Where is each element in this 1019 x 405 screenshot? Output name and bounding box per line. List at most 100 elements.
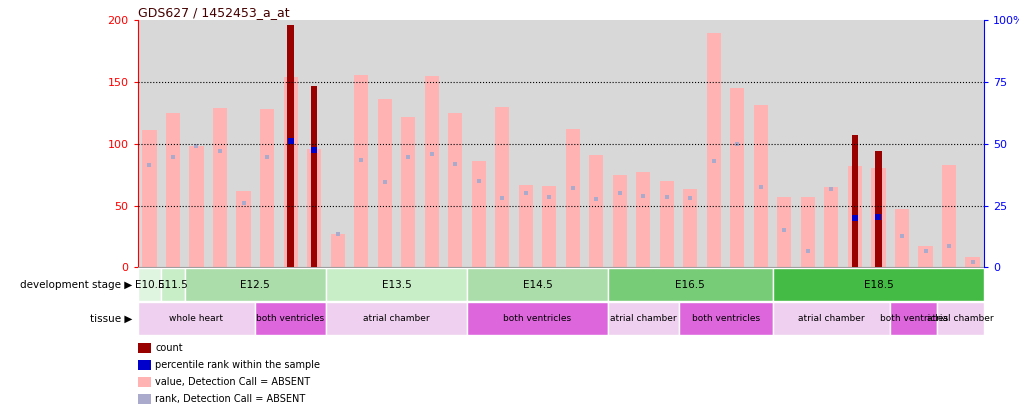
Bar bbox=[161, 268, 184, 301]
Bar bbox=[936, 303, 983, 335]
Text: E13.5: E13.5 bbox=[381, 279, 411, 290]
Bar bbox=[190, 146, 204, 267]
Bar bbox=[772, 303, 890, 335]
Bar bbox=[143, 130, 156, 267]
Text: E10.5: E10.5 bbox=[135, 279, 164, 290]
Bar bbox=[612, 175, 627, 267]
Bar bbox=[874, 151, 880, 267]
Bar bbox=[537, 20, 560, 267]
Text: E11.5: E11.5 bbox=[158, 279, 187, 290]
Bar bbox=[302, 20, 325, 267]
Bar bbox=[467, 303, 607, 335]
Bar bbox=[494, 107, 508, 267]
Bar bbox=[800, 197, 814, 267]
Text: E14.5: E14.5 bbox=[522, 279, 552, 290]
Text: GDS627 / 1452453_a_at: GDS627 / 1452453_a_at bbox=[138, 6, 289, 19]
Bar bbox=[796, 20, 819, 267]
Bar bbox=[607, 20, 631, 267]
Bar bbox=[942, 165, 955, 267]
Text: atrial chamber: atrial chamber bbox=[926, 314, 994, 324]
Bar bbox=[589, 155, 602, 267]
Bar bbox=[851, 135, 857, 267]
Bar bbox=[725, 20, 748, 267]
Bar bbox=[325, 20, 348, 267]
Bar bbox=[772, 20, 796, 267]
Bar bbox=[443, 20, 467, 267]
Bar bbox=[373, 20, 396, 267]
Bar bbox=[138, 20, 161, 267]
Bar bbox=[965, 258, 978, 267]
Bar bbox=[330, 234, 344, 267]
Bar bbox=[518, 185, 532, 267]
Text: both ventricles: both ventricles bbox=[691, 314, 759, 324]
Bar bbox=[654, 20, 678, 267]
Bar bbox=[566, 129, 579, 267]
Bar bbox=[283, 77, 298, 267]
Bar bbox=[678, 20, 701, 267]
Bar bbox=[213, 108, 227, 267]
Bar bbox=[659, 181, 674, 267]
Text: atrial chamber: atrial chamber bbox=[609, 314, 676, 324]
Bar bbox=[278, 20, 302, 267]
Bar bbox=[866, 20, 890, 267]
Bar bbox=[184, 20, 208, 267]
Bar bbox=[236, 191, 251, 267]
Bar bbox=[753, 105, 767, 267]
Bar bbox=[913, 20, 936, 267]
Text: E16.5: E16.5 bbox=[675, 279, 704, 290]
Bar bbox=[631, 20, 654, 267]
Bar bbox=[706, 32, 720, 267]
Bar bbox=[960, 20, 983, 267]
Bar bbox=[184, 268, 325, 301]
Bar bbox=[542, 186, 555, 267]
Bar bbox=[166, 113, 180, 267]
Bar bbox=[890, 303, 936, 335]
Bar bbox=[560, 20, 584, 267]
Bar bbox=[420, 20, 443, 267]
Bar bbox=[636, 172, 650, 267]
Bar bbox=[823, 187, 838, 267]
Bar bbox=[607, 268, 772, 301]
Bar bbox=[776, 197, 791, 267]
Bar bbox=[514, 20, 537, 267]
Bar bbox=[772, 268, 983, 301]
Bar bbox=[325, 268, 467, 301]
Bar bbox=[936, 20, 960, 267]
Bar bbox=[377, 99, 391, 267]
Bar bbox=[138, 303, 255, 335]
Bar bbox=[400, 117, 415, 267]
Text: atrial chamber: atrial chamber bbox=[363, 314, 429, 324]
Bar bbox=[255, 303, 325, 335]
Bar bbox=[138, 268, 161, 301]
Text: atrial chamber: atrial chamber bbox=[797, 314, 864, 324]
Bar bbox=[255, 20, 278, 267]
Bar bbox=[607, 303, 678, 335]
Bar bbox=[348, 20, 373, 267]
Bar bbox=[260, 109, 274, 267]
Bar bbox=[467, 268, 607, 301]
Text: rank, Detection Call = ABSENT: rank, Detection Call = ABSENT bbox=[155, 394, 305, 404]
Bar bbox=[890, 20, 913, 267]
Bar bbox=[471, 161, 485, 267]
Text: E12.5: E12.5 bbox=[240, 279, 270, 290]
Bar bbox=[307, 149, 321, 267]
Text: tissue ▶: tissue ▶ bbox=[90, 314, 132, 324]
Bar bbox=[467, 20, 490, 267]
Bar bbox=[287, 25, 293, 267]
Bar bbox=[447, 113, 462, 267]
Bar bbox=[424, 76, 438, 267]
Bar bbox=[231, 20, 255, 267]
Text: percentile rank within the sample: percentile rank within the sample bbox=[155, 360, 320, 370]
Text: both ventricles: both ventricles bbox=[256, 314, 324, 324]
Text: value, Detection Call = ABSENT: value, Detection Call = ABSENT bbox=[155, 377, 310, 387]
Bar bbox=[701, 20, 725, 267]
Bar bbox=[208, 20, 231, 267]
Bar bbox=[311, 86, 317, 267]
Bar bbox=[843, 20, 866, 267]
Text: E18.5: E18.5 bbox=[863, 279, 893, 290]
Bar bbox=[325, 303, 467, 335]
Text: development stage ▶: development stage ▶ bbox=[20, 279, 132, 290]
Bar bbox=[584, 20, 607, 267]
Bar bbox=[490, 20, 514, 267]
Bar bbox=[730, 88, 744, 267]
